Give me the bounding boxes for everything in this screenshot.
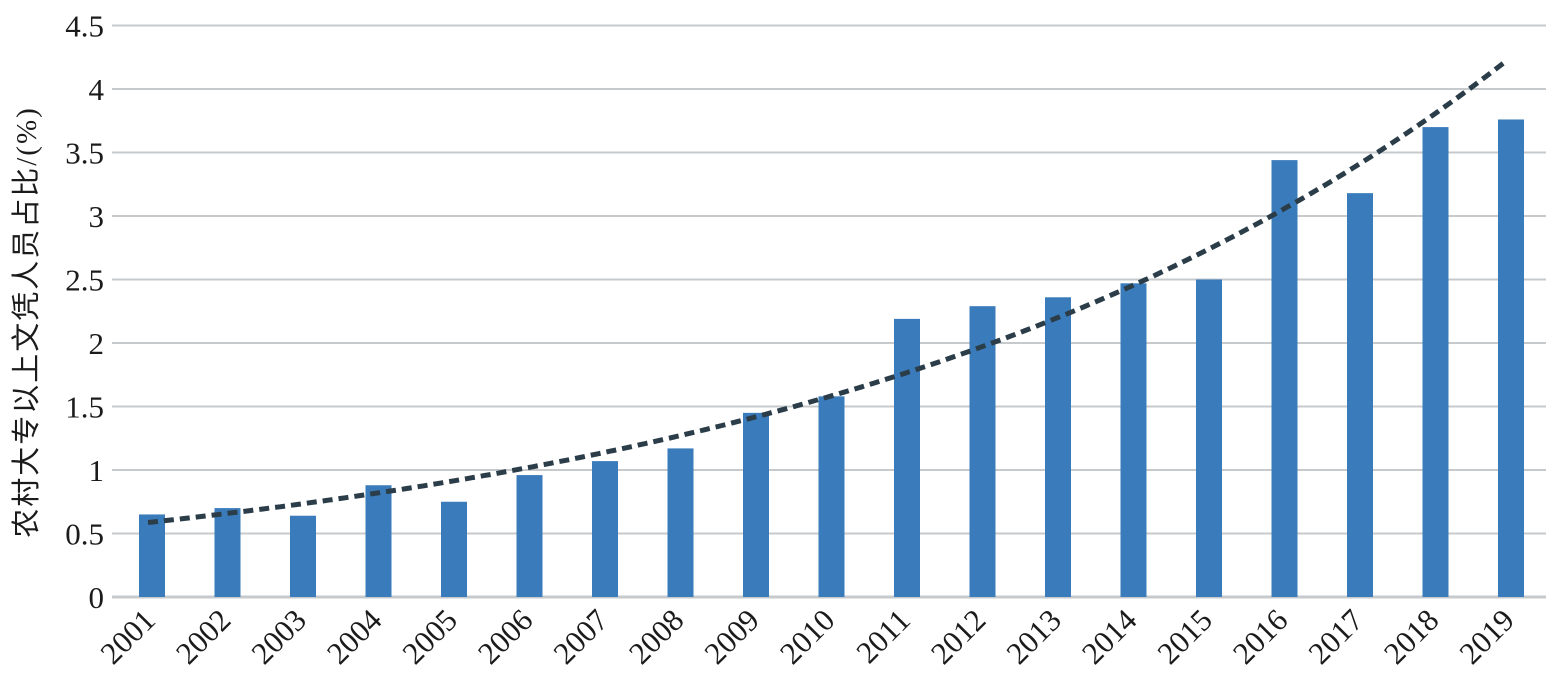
trendline-dashed [147,60,1506,525]
bar-2001 [139,514,165,597]
y-tick-label: 1.5 [65,390,104,425]
bar-2014 [1120,283,1147,597]
bar-2008 [667,448,694,597]
y-tick-label: 3.5 [65,136,104,171]
bar-2013 [1045,297,1071,597]
bar-2018 [1422,127,1449,597]
bar-2012 [969,306,996,597]
y-tick-label: 2.5 [65,263,104,298]
bar-2010 [818,396,845,597]
y-tick-label: 0 [89,580,105,615]
y-tick-label: 3 [89,199,105,234]
bar-2002 [214,508,241,597]
bar-2003 [290,515,316,597]
bar-2015 [1196,279,1222,597]
y-tick-label: 4 [89,72,105,107]
bar-2017 [1347,193,1373,597]
bar-2007 [592,461,618,597]
y-tick-label: 1 [89,453,105,488]
bar-2019 [1498,119,1524,597]
bar-2009 [743,412,769,597]
y-axis-title: 农村大专以上文凭人员占比/(%) [10,106,43,538]
y-tick-label: 2 [89,326,105,361]
bar-2016 [1271,160,1298,597]
bar-2006 [516,475,543,597]
y-tick-label: 4.5 [65,9,104,44]
bar-2005 [441,501,467,597]
bar-2011 [894,318,920,597]
bar-2004 [365,485,392,597]
y-tick-label: 0.5 [65,517,104,552]
